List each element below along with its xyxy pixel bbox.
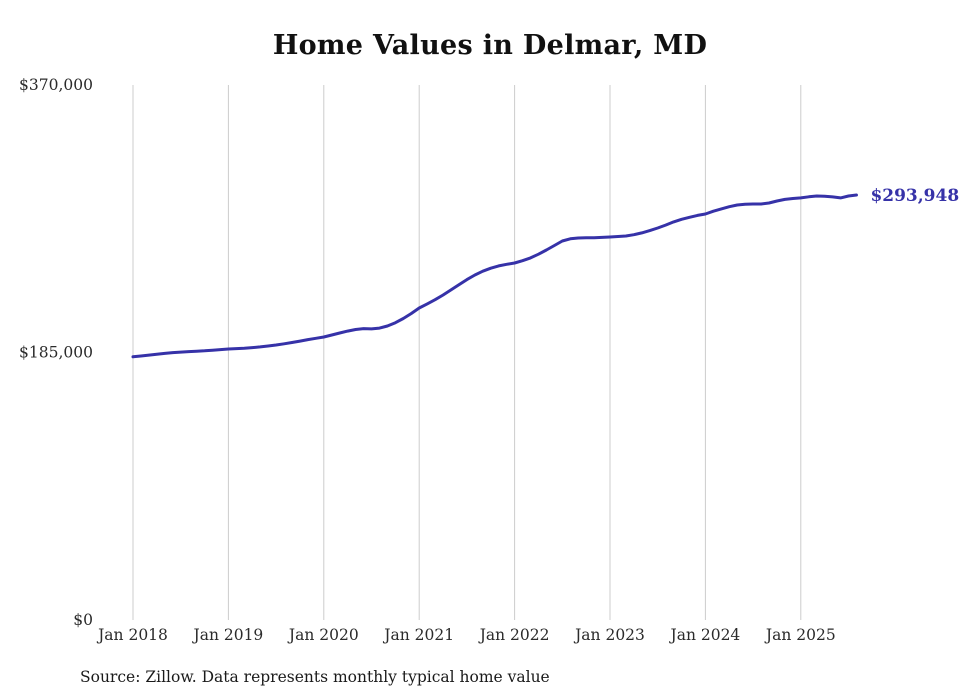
- chart-title: Home Values in Delmar, MD: [272, 30, 708, 61]
- x-axis-tick-label: Jan 2018: [96, 626, 168, 644]
- x-axis-tick-label: Jan 2023: [573, 626, 645, 644]
- x-axis-tick-label: Jan 2021: [382, 626, 454, 644]
- y-axis-tick-label: $0: [73, 611, 93, 629]
- x-axis-tick-label: Jan 2025: [764, 626, 836, 644]
- x-axis-tick-label: Jan 2024: [668, 626, 740, 644]
- x-axis-tick-label: Jan 2019: [191, 626, 263, 644]
- value-line: [131, 193, 858, 359]
- source-note: Source: Zillow. Data represents monthly …: [80, 668, 550, 686]
- y-axis-tick-label: $370,000: [19, 76, 93, 94]
- end-value-label: $293,948: [870, 186, 959, 206]
- x-axis-tick-label: Jan 2020: [287, 626, 359, 644]
- x-axis-tick-label: Jan 2022: [478, 626, 550, 644]
- y-axis-tick-label: $185,000: [19, 344, 93, 362]
